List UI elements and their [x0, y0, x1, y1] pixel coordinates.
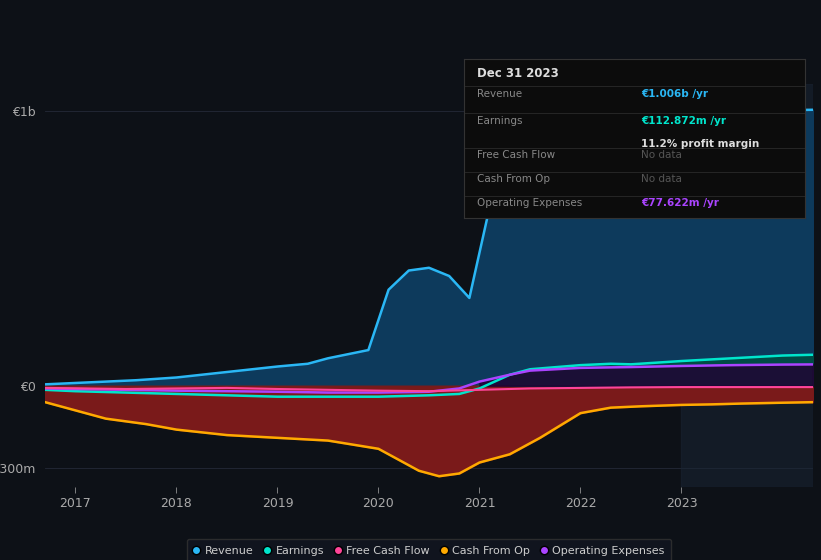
Text: €77.622m /yr: €77.622m /yr — [641, 198, 719, 208]
Text: Operating Expenses: Operating Expenses — [478, 198, 583, 208]
Text: Free Cash Flow: Free Cash Flow — [478, 150, 556, 160]
Bar — [681, 84, 813, 487]
Text: Revenue: Revenue — [478, 89, 523, 99]
Text: 11.2% profit margin: 11.2% profit margin — [641, 139, 759, 148]
Text: €1.006b /yr: €1.006b /yr — [641, 89, 708, 99]
Text: €112.872m /yr: €112.872m /yr — [641, 116, 726, 126]
Text: No data: No data — [641, 150, 682, 160]
Text: Cash From Op: Cash From Op — [478, 174, 551, 184]
Text: No data: No data — [641, 174, 682, 184]
Text: Earnings: Earnings — [478, 116, 523, 126]
Legend: Revenue, Earnings, Free Cash Flow, Cash From Op, Operating Expenses: Revenue, Earnings, Free Cash Flow, Cash … — [186, 539, 672, 560]
Text: Dec 31 2023: Dec 31 2023 — [478, 67, 559, 80]
